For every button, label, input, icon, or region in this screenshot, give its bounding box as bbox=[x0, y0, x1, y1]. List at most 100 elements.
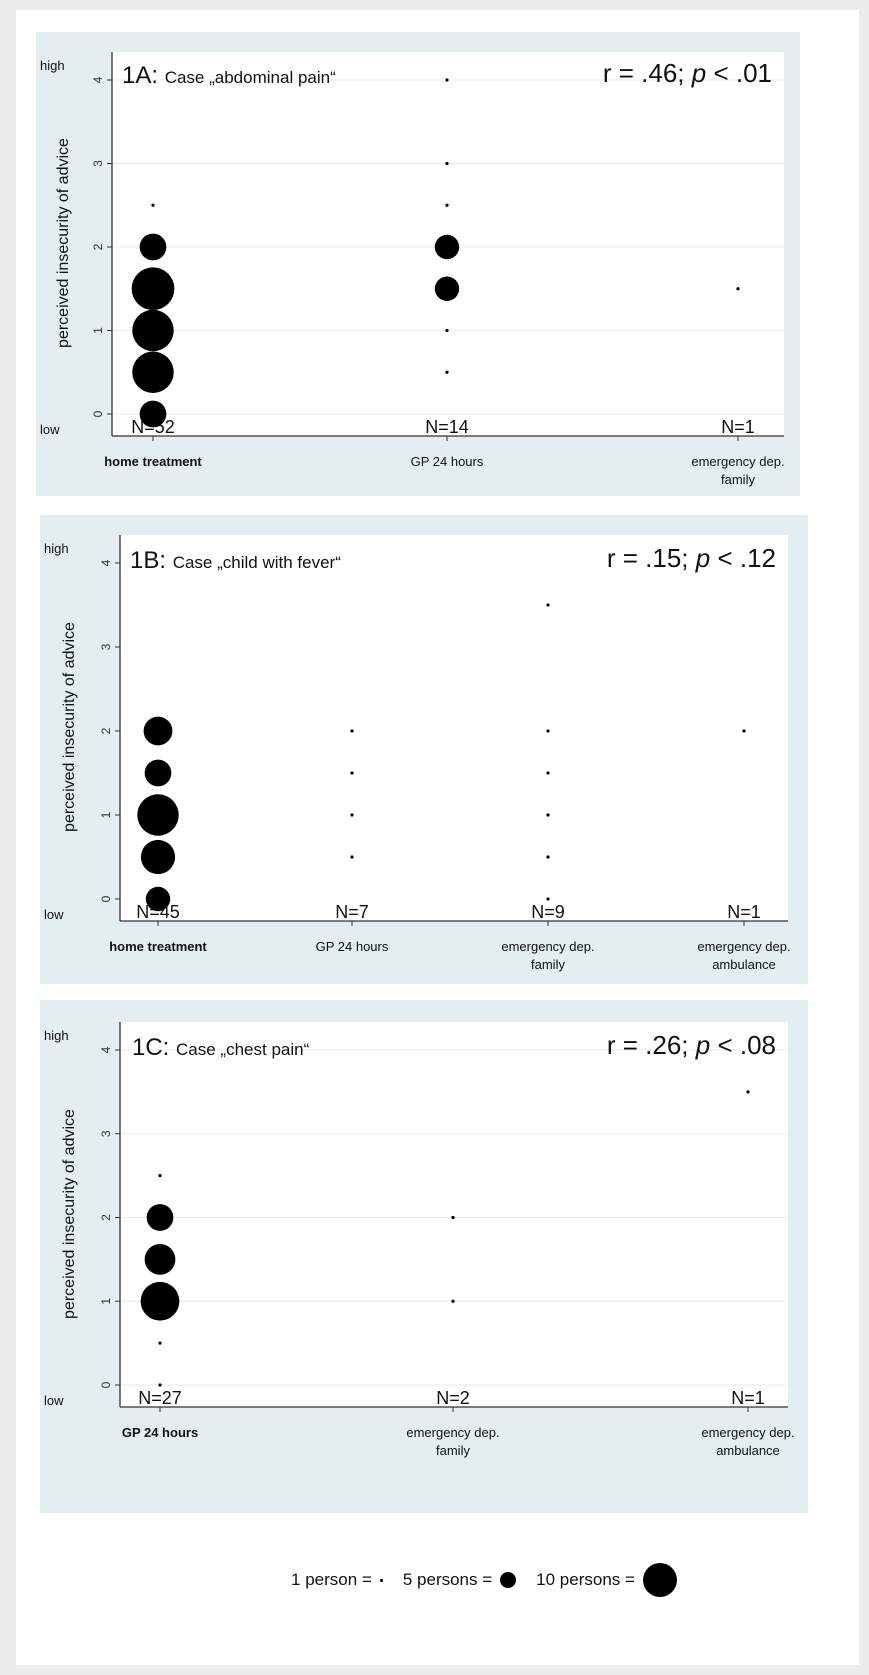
y-tick-label: 1 bbox=[91, 327, 105, 334]
y-low-label: low bbox=[44, 1393, 64, 1408]
category-label: GP 24 hours bbox=[122, 1425, 198, 1440]
data-point bbox=[546, 897, 550, 901]
data-point bbox=[140, 839, 176, 875]
data-point bbox=[132, 351, 174, 393]
data-point bbox=[445, 328, 449, 333]
data-point bbox=[434, 234, 460, 260]
n-label: N=45 bbox=[136, 902, 180, 922]
data-point bbox=[139, 233, 167, 261]
n-label: N=7 bbox=[335, 902, 369, 922]
legend-marker-small bbox=[379, 1578, 383, 1582]
data-point bbox=[350, 855, 354, 859]
y-tick-label: 0 bbox=[99, 895, 113, 902]
category-label: GP 24 hours bbox=[316, 939, 389, 954]
legend-label: 10 persons = bbox=[536, 1570, 635, 1589]
plot-area bbox=[120, 1022, 788, 1407]
y-tick-label: 2 bbox=[99, 727, 113, 734]
data-point bbox=[546, 813, 550, 817]
legend-marker-medium bbox=[500, 1572, 517, 1588]
category-label: home treatment bbox=[104, 454, 202, 469]
y-high-label: high bbox=[44, 1028, 69, 1043]
y-low-label: low bbox=[40, 422, 60, 437]
data-point bbox=[742, 729, 746, 733]
legend-item-1-person: 1 person = bbox=[291, 1570, 383, 1590]
data-point bbox=[158, 1383, 162, 1387]
data-point bbox=[144, 759, 172, 787]
y-low-label: low bbox=[44, 907, 64, 922]
n-label: N=27 bbox=[138, 1388, 182, 1408]
y-tick-label: 4 bbox=[91, 76, 105, 83]
data-point bbox=[131, 267, 175, 311]
size-legend: 1 person = 5 persons = 10 persons = bbox=[228, 1553, 740, 1607]
data-point bbox=[445, 78, 449, 82]
n-label: N=9 bbox=[531, 902, 565, 922]
data-point bbox=[145, 886, 171, 912]
legend-label: 1 person = bbox=[291, 1570, 372, 1589]
data-point bbox=[158, 1341, 162, 1345]
legend-item-5-persons: 5 persons = bbox=[403, 1570, 517, 1590]
category-label: ambulance bbox=[716, 1443, 780, 1458]
data-point bbox=[451, 1299, 455, 1303]
data-point bbox=[445, 161, 449, 166]
n-label: N=14 bbox=[425, 417, 469, 437]
y-tick-label: 3 bbox=[99, 643, 113, 650]
n-label: N=2 bbox=[436, 1388, 470, 1408]
correlation-stat: r = .46; p < .01 bbox=[603, 58, 772, 88]
plot-area bbox=[120, 535, 788, 921]
n-label: N=1 bbox=[727, 902, 761, 922]
data-point bbox=[546, 603, 550, 607]
data-point bbox=[546, 855, 550, 859]
data-point bbox=[144, 1244, 176, 1275]
data-point bbox=[350, 729, 354, 733]
y-tick-label: 1 bbox=[99, 811, 113, 818]
data-point bbox=[546, 729, 550, 733]
category-label: emergency dep. bbox=[701, 1425, 794, 1440]
data-point bbox=[434, 276, 460, 301]
category-label: emergency dep. bbox=[691, 454, 784, 469]
category-label: emergency dep. bbox=[697, 939, 790, 954]
y-tick-label: 4 bbox=[99, 1046, 113, 1053]
y-tick-label: 0 bbox=[99, 1381, 113, 1388]
data-point bbox=[146, 1204, 174, 1231]
y-tick-label: 3 bbox=[99, 1130, 113, 1137]
data-point bbox=[137, 794, 179, 836]
correlation-stat: r = .26; p < .08 bbox=[607, 1030, 776, 1060]
category-label: emergency dep. bbox=[406, 1425, 499, 1440]
data-point bbox=[132, 309, 174, 352]
data-point bbox=[546, 771, 550, 775]
data-point bbox=[140, 1281, 180, 1321]
y-high-label: high bbox=[44, 541, 69, 556]
data-point bbox=[350, 813, 354, 817]
correlation-stat: r = .15; p < .12 bbox=[607, 543, 776, 573]
chart-title: 1C: Case „chest pain“ bbox=[132, 1034, 310, 1061]
y-tick-label: 2 bbox=[91, 243, 105, 250]
n-label: N=1 bbox=[731, 1388, 765, 1408]
y-tick-label: 2 bbox=[99, 1214, 113, 1221]
data-point bbox=[445, 203, 449, 207]
category-label: home treatment bbox=[109, 939, 207, 954]
data-point bbox=[139, 400, 167, 428]
y-tick-label: 0 bbox=[91, 410, 105, 417]
category-label: family bbox=[721, 472, 755, 487]
n-label: N=1 bbox=[721, 417, 755, 437]
category-label: family bbox=[436, 1443, 470, 1458]
data-point bbox=[736, 287, 740, 291]
data-point bbox=[445, 370, 449, 374]
data-point bbox=[143, 716, 173, 746]
chart-title: 1A: Case „abdominal pain“ bbox=[122, 62, 336, 89]
category-label: ambulance bbox=[712, 957, 776, 972]
category-label: emergency dep. bbox=[501, 939, 594, 954]
y-tick-label: 3 bbox=[91, 160, 105, 167]
data-point bbox=[746, 1090, 750, 1094]
data-point bbox=[151, 203, 155, 207]
legend-marker-large bbox=[642, 1563, 677, 1597]
legend-item-10-persons: 10 persons = bbox=[536, 1563, 677, 1597]
data-point bbox=[350, 771, 354, 775]
category-label: GP 24 hours bbox=[411, 454, 484, 469]
y-high-label: high bbox=[40, 58, 65, 73]
y-tick-label: 4 bbox=[99, 559, 113, 566]
